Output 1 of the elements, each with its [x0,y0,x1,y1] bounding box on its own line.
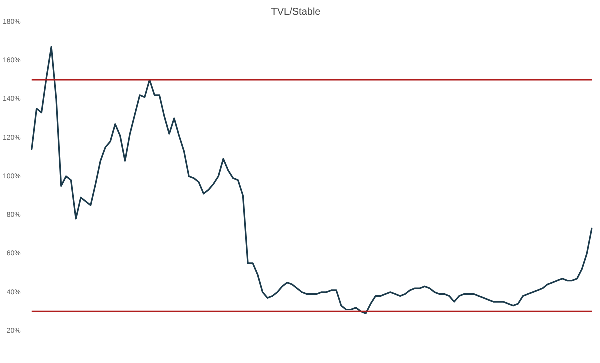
chart-title: TVL/Stable [271,6,322,18]
